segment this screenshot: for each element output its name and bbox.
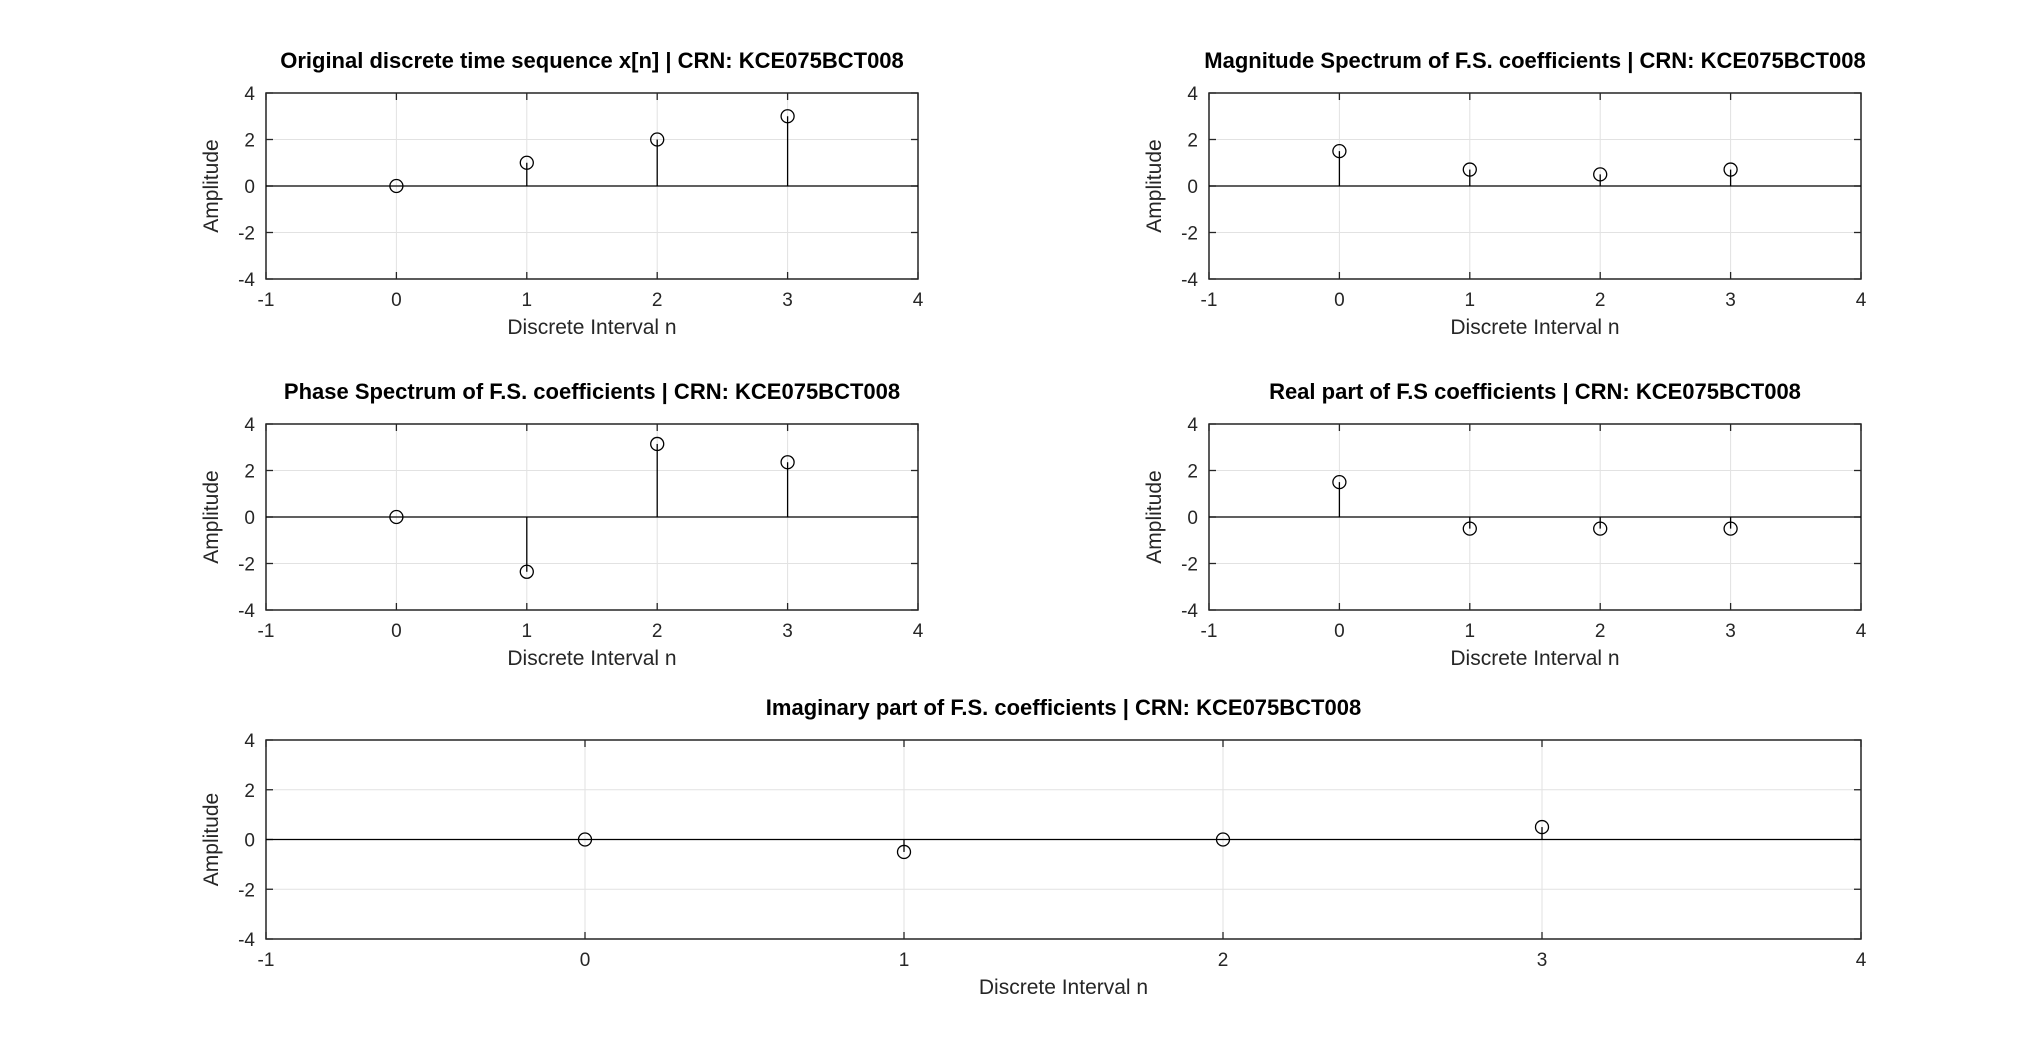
x-tick-label: 3 (1725, 290, 1736, 311)
x-tick-label: 0 (391, 621, 402, 642)
stem-marker (1593, 521, 1608, 536)
stem-marker (519, 155, 534, 170)
y-tick-label: 0 (1187, 177, 1198, 198)
x-tick-label: 3 (782, 290, 793, 311)
y-tick-label: 4 (1187, 84, 1198, 105)
stem-marker (1462, 162, 1477, 177)
x-tick-label: 4 (913, 290, 924, 311)
plot-title: Phase Spectrum of F.S. coefficients | CR… (284, 379, 900, 404)
x-axis-label: Discrete Interval n (507, 316, 676, 339)
x-axis-label: Discrete Interval n (507, 647, 676, 670)
x-tick-label: 3 (782, 621, 793, 642)
x-tick-label: 0 (580, 950, 591, 971)
subplot-3: -1 0 1 2 3 4 -4 -2 0 2 4 Phase Spectrum of F.S. coe… (200, 379, 924, 670)
stem-marker (1723, 162, 1738, 177)
x-tick-label: -1 (258, 621, 275, 642)
x-tick-label: 1 (899, 950, 910, 971)
stem-marker (577, 832, 593, 847)
stem-marker (1462, 521, 1477, 536)
x-tick-label: 0 (1334, 290, 1345, 311)
x-axis-label: Discrete Interval n (1450, 316, 1619, 339)
x-tick-label: 4 (1856, 621, 1867, 642)
x-tick-label: 3 (1537, 950, 1548, 971)
x-tick-label: 1 (1465, 621, 1476, 642)
x-tick-label: 2 (1218, 950, 1229, 971)
stem-marker (780, 455, 795, 470)
x-tick-label: -1 (1201, 290, 1218, 311)
y-tick-label: 4 (1187, 415, 1198, 436)
y-tick-label: 0 (244, 177, 255, 198)
plot-title: Real part of F.S coefficients | CRN: KCE… (1269, 379, 1801, 404)
stem-marker (389, 509, 404, 525)
y-tick-label: -4 (238, 601, 255, 622)
x-axis-label: Discrete Interval n (979, 976, 1148, 999)
x-tick-label: -1 (258, 290, 275, 311)
y-axis-label: Amplitude (200, 793, 223, 886)
y-tick-label: -4 (238, 930, 255, 951)
plot-title: Imaginary part of F.S. coefficients | CR… (766, 695, 1361, 720)
stem-marker (1332, 143, 1347, 159)
x-tick-label: 0 (391, 290, 402, 311)
x-axis-label: Discrete Interval n (1450, 647, 1619, 670)
y-tick-label: 2 (244, 781, 255, 802)
x-tick-label: 4 (1856, 290, 1867, 311)
x-tick-label: 4 (1856, 950, 1867, 971)
y-tick-label: 2 (1187, 462, 1198, 483)
stem-marker (650, 132, 665, 147)
y-axis-label: Amplitude (1143, 139, 1166, 232)
y-tick-label: -2 (1181, 555, 1198, 576)
stem-marker (1534, 819, 1550, 835)
x-tick-label: 2 (652, 621, 663, 642)
y-tick-label: 2 (244, 462, 255, 483)
subplot-2: -1 0 1 2 3 4 -4 -2 0 2 4 Magnitude Spectrum of F.S.… (1143, 48, 1867, 339)
subplot-1: -1 0 1 2 3 4 -4 -2 0 2 4 Original discrete time seq… (200, 48, 924, 339)
x-tick-label: 2 (652, 290, 663, 311)
y-tick-label: 0 (244, 508, 255, 529)
x-tick-label: 3 (1725, 621, 1736, 642)
x-tick-label: 4 (913, 621, 924, 642)
y-tick-label: 4 (244, 415, 255, 436)
stem-marker (1215, 832, 1231, 847)
x-tick-label: -1 (258, 950, 275, 971)
y-tick-label: -4 (1181, 601, 1198, 622)
stem-marker (1723, 521, 1738, 536)
stem-marker (650, 436, 665, 452)
subplot-5: -1 0 1 2 3 4 -4 -2 0 2 4 Imaginary part of F.S. coe… (200, 695, 1867, 999)
y-axis-label: Amplitude (200, 470, 223, 563)
y-tick-label: 2 (244, 131, 255, 152)
plot-title: Original discrete time sequence x[n] | C… (280, 48, 904, 73)
y-tick-label: -4 (1181, 270, 1198, 291)
y-tick-label: 0 (1187, 508, 1198, 529)
x-tick-label: -1 (1201, 621, 1218, 642)
y-axis-label: Amplitude (1143, 470, 1166, 563)
stem-marker (896, 844, 912, 860)
y-tick-label: 4 (244, 731, 255, 752)
stem-marker (1593, 167, 1608, 182)
stem-marker (519, 564, 534, 579)
y-tick-label: -2 (238, 224, 255, 245)
y-tick-label: -2 (238, 880, 255, 901)
x-tick-label: 1 (522, 290, 533, 311)
y-tick-label: -2 (1181, 224, 1198, 245)
stem-marker (780, 109, 795, 124)
x-tick-label: 1 (522, 621, 533, 642)
x-tick-label: 0 (1334, 621, 1345, 642)
stem-marker (389, 178, 404, 194)
x-tick-label: 1 (1465, 290, 1476, 311)
y-tick-label: -4 (238, 270, 255, 291)
y-tick-label: -2 (238, 555, 255, 576)
stem-marker (1332, 474, 1347, 490)
y-axis-label: Amplitude (200, 139, 223, 232)
y-tick-label: 2 (1187, 131, 1198, 152)
subplot-4: -1 0 1 2 3 4 -4 -2 0 2 4 Real part of F.S coefficie… (1143, 379, 1867, 670)
y-tick-label: 4 (244, 84, 255, 105)
plot-title: Magnitude Spectrum of F.S. coefficients … (1204, 48, 1865, 73)
x-tick-label: 2 (1595, 290, 1606, 311)
y-tick-label: 0 (244, 831, 255, 852)
x-tick-label: 2 (1595, 621, 1606, 642)
